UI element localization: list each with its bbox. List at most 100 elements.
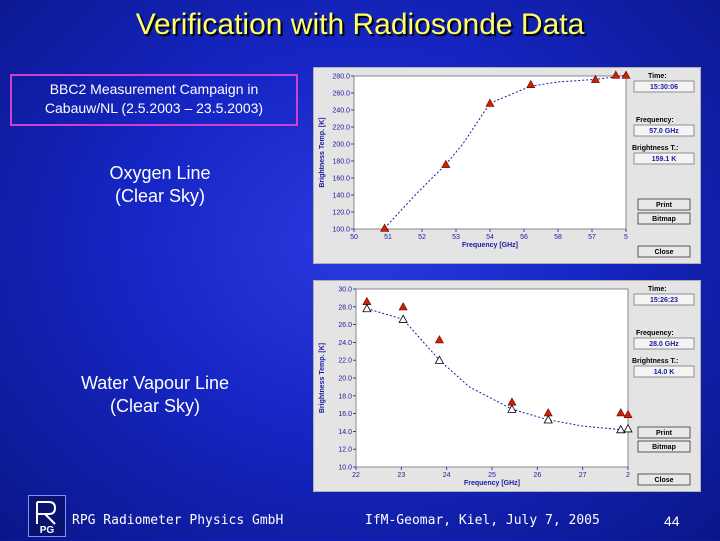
data-point	[441, 159, 451, 168]
legend-vapour-item: RPG-HATPRO	[515, 361, 594, 375]
brightness-value: 159.1 K	[652, 156, 677, 163]
footer-event: IfM-Geomar, Kiel, July 7, 2005	[365, 513, 600, 528]
y-tick-label: 140.0	[332, 193, 350, 200]
bitmap-button-label[interactable]: Bitmap	[652, 216, 676, 223]
campaign-box: BBC2 Measurement Campaign in Cabauw/NL (…	[10, 74, 298, 126]
bitmap-button-frame[interactable]	[637, 212, 691, 225]
frequency-value: 28.0 GHz	[649, 341, 679, 348]
readout-box	[633, 152, 695, 165]
close-button-frame[interactable]	[637, 473, 691, 486]
data-point	[616, 424, 626, 434]
close-button-label[interactable]: Close	[654, 477, 673, 484]
time-label: Time:	[648, 73, 667, 80]
readout-box	[633, 337, 695, 350]
x-tick-label: 2	[626, 472, 630, 479]
campaign-line-1: BBC2 Measurement Campaign in	[49, 81, 259, 97]
print-button-label[interactable]: Print	[656, 202, 673, 209]
print-button[interactable]: Print	[637, 426, 691, 439]
close-button-label[interactable]: Close	[654, 249, 673, 256]
data-point	[380, 223, 390, 232]
y-tick-label: 22.0	[338, 358, 352, 365]
y-axis-label: Brightness Temp. [K]	[319, 117, 326, 187]
y-tick-label: 28.0	[338, 304, 352, 311]
data-point	[485, 98, 495, 107]
x-tick-label: 57	[588, 234, 596, 241]
data-point	[590, 74, 600, 83]
bitmap-button[interactable]: Bitmap	[637, 440, 691, 453]
readout-box	[633, 293, 695, 306]
x-tick-label: 56	[520, 234, 528, 241]
close-button[interactable]: Close	[637, 245, 691, 258]
readout-box	[633, 124, 695, 137]
readout-box	[633, 365, 695, 378]
y-tick-label: 12.0	[338, 447, 352, 454]
close-button-frame[interactable]	[637, 245, 691, 258]
slide-title: Verification with Radiosonde Data	[135, 8, 585, 41]
oxygen-chart: 100.0 120.0 140.0 160.0 180.0 200.0 220.0 240.0…	[319, 70, 695, 258]
vapour-chart-window: 10.0 12.0 14.0 16.0 18.0 20.0 22.0 24.0 26.0 28.0…	[313, 280, 701, 492]
x-tick-label: 26	[533, 472, 541, 479]
legend-oxygen-item: Liebe 93	[515, 131, 561, 145]
brightness-label: Brightness T.:	[632, 145, 678, 152]
y-tick-label: 16.0	[338, 411, 352, 418]
readout-box	[633, 80, 695, 93]
y-tick-label: 280.0	[332, 74, 350, 81]
x-axis-label: Frequency [GHz]	[464, 480, 520, 487]
footer-company: RPG Radiometer Physics GmbH	[72, 513, 284, 528]
bitmap-button-label[interactable]: Bitmap	[652, 444, 676, 451]
data-point	[434, 355, 445, 364]
y-tick-label: 18.0	[338, 393, 352, 400]
x-tick-label: 51	[384, 234, 392, 241]
time-label: Time:	[648, 286, 667, 293]
data-point	[623, 409, 633, 418]
y-tick-label: 30.0	[338, 287, 352, 294]
x-tick-label: 53	[452, 234, 460, 241]
legend-vapour-item: Liebe 93	[515, 306, 561, 320]
vapour-label: Water Vapour Line (Clear Sky)	[55, 372, 255, 418]
legend-oxygen-item: RPG-HATPRO	[515, 191, 594, 205]
print-button-frame[interactable]	[637, 198, 691, 211]
x-axis-label: Frequency [GHz]	[462, 242, 518, 249]
bitmap-button-frame[interactable]	[637, 440, 691, 453]
brightness-label: Brightness T.:	[632, 358, 678, 365]
bitmap-button[interactable]: Bitmap	[637, 212, 691, 225]
data-point	[616, 408, 626, 417]
x-tick-label: 52	[418, 234, 426, 241]
y-tick-label: 14.0	[338, 429, 352, 436]
frequency-label: Frequency:	[636, 330, 674, 337]
data-point	[623, 423, 633, 433]
x-tick-label: 27	[579, 472, 587, 479]
data-point	[362, 303, 372, 313]
oxygen-label-line-1: Oxygen Line	[109, 163, 211, 183]
legend-oxygen-item: Rosenkranz	[515, 157, 579, 171]
x-tick-label: 58	[554, 234, 562, 241]
y-tick-label: 10.0	[338, 465, 352, 472]
x-tick-label: 54	[486, 234, 494, 241]
frequency-value: 57.0 GHz	[649, 128, 679, 135]
y-tick-label: 160.0	[332, 176, 350, 183]
vapour-chart: 10.0 12.0 14.0 16.0 18.0 20.0 22.0 24.0 26.0 28.0…	[319, 286, 695, 487]
y-tick-label: 20.0	[338, 376, 352, 383]
rpg-logo-mark: PG	[36, 501, 57, 536]
logo-text: PG	[40, 525, 55, 536]
y-tick-label: 200.0	[332, 142, 350, 149]
x-tick-label: 24	[443, 472, 451, 479]
x-tick-label: 50	[350, 234, 358, 241]
rpg-logo: PG	[28, 495, 66, 537]
oxygen-label-line-2: (Clear Sky)	[114, 186, 205, 206]
data-point	[526, 79, 536, 89]
print-button[interactable]: Print	[637, 198, 691, 211]
y-tick-label: 26.0	[338, 322, 352, 329]
y-tick-label: 180.0	[332, 159, 350, 166]
close-button[interactable]: Close	[637, 473, 691, 486]
vapour-label-line-1: Water Vapour Line	[80, 373, 230, 393]
x-tick-label: 5	[624, 234, 628, 241]
data-point	[434, 335, 444, 344]
x-tick-label: 22	[352, 472, 360, 479]
print-button-frame[interactable]	[637, 426, 691, 439]
print-button-label[interactable]: Print	[656, 430, 673, 437]
x-tick-label: 25	[488, 472, 496, 479]
data-point	[398, 302, 408, 311]
data-point	[398, 314, 408, 323]
